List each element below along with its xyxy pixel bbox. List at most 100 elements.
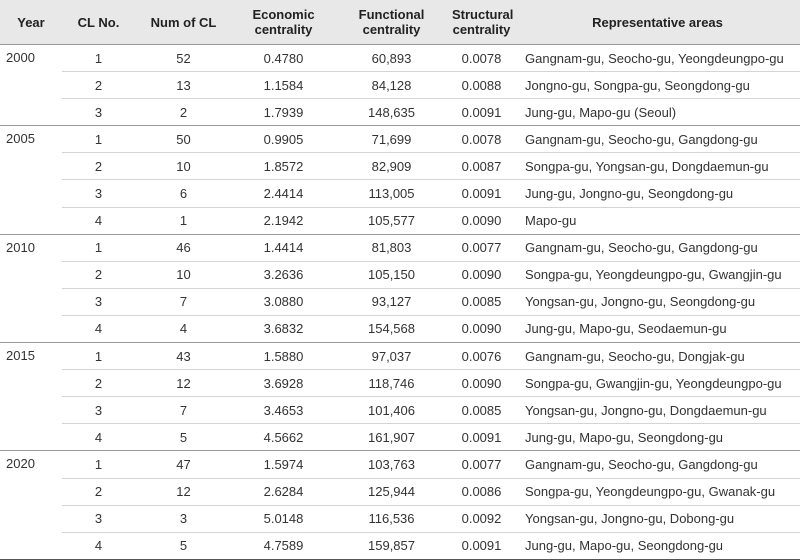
cl-count: 13 [135,71,232,99]
economic-centrality: 3.2636 [232,260,335,289]
structural-centrality: 0.0090 [448,369,515,397]
header-row: Year CL No. Num of CL Economic centrality Fu… [0,0,800,45]
cl-count: 1 [135,206,232,235]
structural-centrality: 0.0078 [448,43,515,72]
structural-centrality: 0.0091 [448,179,515,208]
structural-centrality: 0.0085 [448,396,515,424]
representative-areas: Songpa-gu, Gwangjin-gu, Yeongdeungpo-gu [515,369,800,397]
cl-number: 4 [62,423,135,451]
cl-number: 3 [62,179,135,208]
structural-centrality: 0.0077 [448,233,515,262]
cl-count: 12 [135,369,232,397]
cl-count: 4 [135,314,232,343]
cl-number: 2 [62,369,135,397]
functional-centrality: 159,857 [335,531,448,560]
structural-centrality: 0.0090 [448,206,515,235]
table-row: 3 3 5.0148 116,536 0.0092 Yongsan-gu, Jongno-… [0,504,800,533]
representative-areas: Songpa-gu, Yeongdeungpo-gu, Gwangjin-gu [515,260,800,289]
economic-centrality: 1.5880 [232,342,335,370]
functional-centrality: 103,763 [335,450,448,478]
year-cell: 2010 [0,233,62,343]
structural-centrality: 0.0092 [448,504,515,533]
structural-centrality: 0.0085 [448,287,515,316]
functional-centrality: 84,128 [335,71,448,99]
column-header: Structural centrality [448,0,515,45]
table-row: 2010 1 46 1.4414 81,803 0.0077 Gangnam-gu, Seo… [0,233,800,343]
cl-number: 1 [62,43,135,72]
economic-centrality: 1.7939 [232,98,335,126]
cl-count: 10 [135,260,232,289]
cl-count: 12 [135,477,232,506]
cl-number: 4 [62,531,135,560]
representative-areas: Yongsan-gu, Jongno-gu, Seongdong-gu [515,287,800,316]
economic-centrality: 2.6284 [232,477,335,506]
cl-count: 6 [135,179,232,208]
representative-areas: Jung-gu, Mapo-gu, Seongdong-gu [515,423,800,451]
representative-areas: Gangnam-gu, Seocho-gu, Dongjak-gu [515,342,800,370]
cl-count: 43 [135,342,232,370]
functional-centrality: 154,568 [335,314,448,343]
table-row: 3 2 1.7939 148,635 0.0091 Jung-gu, Mapo-gu (S… [0,98,800,126]
cl-number: 1 [62,125,135,153]
table-row: 2 10 1.8572 82,909 0.0087 Songpa-gu, Yongsan-… [0,152,800,180]
representative-areas: Gangnam-gu, Seocho-gu, Gangdong-gu [515,125,800,153]
representative-areas: Yongsan-gu, Jongno-gu, Dongdaemun-gu [515,396,800,424]
year-cell: 2000 [0,43,62,126]
representative-areas: Jung-gu, Mapo-gu, Seodaemun-gu [515,314,800,343]
cl-count: 46 [135,233,232,262]
representative-areas: Yongsan-gu, Jongno-gu, Dobong-gu [515,504,800,533]
table-row: 2000 1 52 0.4780 60,893 0.0078 Gangnam-gu, Seo… [0,43,800,126]
economic-centrality: 5.0148 [232,504,335,533]
functional-centrality: 93,127 [335,287,448,316]
representative-areas: Jung-gu, Jongno-gu, Seongdong-gu [515,179,800,208]
table-row: 4 1 2.1942 105,577 0.0090 Mapo-gu [0,206,800,235]
table-row: 2015 1 43 1.5880 97,037 0.0076 Gangnam-gu, Seo… [0,342,800,451]
functional-centrality: 161,907 [335,423,448,451]
structural-centrality: 0.0077 [448,450,515,478]
functional-centrality: 101,406 [335,396,448,424]
representative-areas: Jung-gu, Mapo-gu, Seongdong-gu [515,531,800,560]
table-row: 4 4 3.6832 154,568 0.0090 Jung-gu, Mapo-gu, S… [0,314,800,343]
table-row: 4 5 4.5662 161,907 0.0091 Jung-gu, Mapo-gu, S… [0,423,800,451]
representative-areas: Songpa-gu, Yeongdeungpo-gu, Gwanak-gu [515,477,800,506]
structural-centrality: 0.0090 [448,314,515,343]
economic-centrality: 3.6832 [232,314,335,343]
structural-centrality: 0.0086 [448,477,515,506]
table-row: 2 12 3.6928 118,746 0.0090 Songpa-gu, Gwangji… [0,369,800,397]
structural-centrality: 0.0087 [448,152,515,180]
representative-areas: Jongno-gu, Songpa-gu, Seongdong-gu [515,71,800,99]
structural-centrality: 0.0091 [448,423,515,451]
economic-centrality: 1.1584 [232,71,335,99]
table-row: 2 10 3.2636 105,150 0.0090 Songpa-gu, Yeongde… [0,260,800,289]
functional-centrality: 81,803 [335,233,448,262]
representative-areas: Gangnam-gu, Seocho-gu, Yeongdeungpo-gu [515,43,800,72]
structural-centrality: 0.0091 [448,531,515,560]
cl-number: 2 [62,260,135,289]
functional-centrality: 71,699 [335,125,448,153]
cl-count: 47 [135,450,232,478]
column-header: Representative areas [515,0,800,45]
functional-centrality: 82,909 [335,152,448,180]
structural-centrality: 0.0076 [448,342,515,370]
economic-centrality: 1.8572 [232,152,335,180]
representative-areas: Jung-gu, Mapo-gu (Seoul) [515,98,800,126]
cl-number: 3 [62,98,135,126]
economic-centrality: 0.4780 [232,43,335,72]
table-row: 2 13 1.1584 84,128 0.0088 Jongno-gu, Songpa-g… [0,71,800,99]
representative-areas: Gangnam-gu, Seocho-gu, Gangdong-gu [515,450,800,478]
table-row: 2020 1 47 1.5974 103,763 0.0077 Gangnam-gu, Se… [0,450,800,560]
economic-centrality: 2.4414 [232,179,335,208]
economic-centrality: 0.9905 [232,125,335,153]
cl-number: 1 [62,342,135,370]
functional-centrality: 118,746 [335,369,448,397]
economic-centrality: 1.4414 [232,233,335,262]
representative-areas: Songpa-gu, Yongsan-gu, Dongdaemun-gu [515,152,800,180]
cl-number: 3 [62,396,135,424]
cl-number: 2 [62,71,135,99]
structural-centrality: 0.0078 [448,125,515,153]
column-header: CL No. [62,0,135,45]
year-cell: 2020 [0,450,62,560]
cl-count: 10 [135,152,232,180]
